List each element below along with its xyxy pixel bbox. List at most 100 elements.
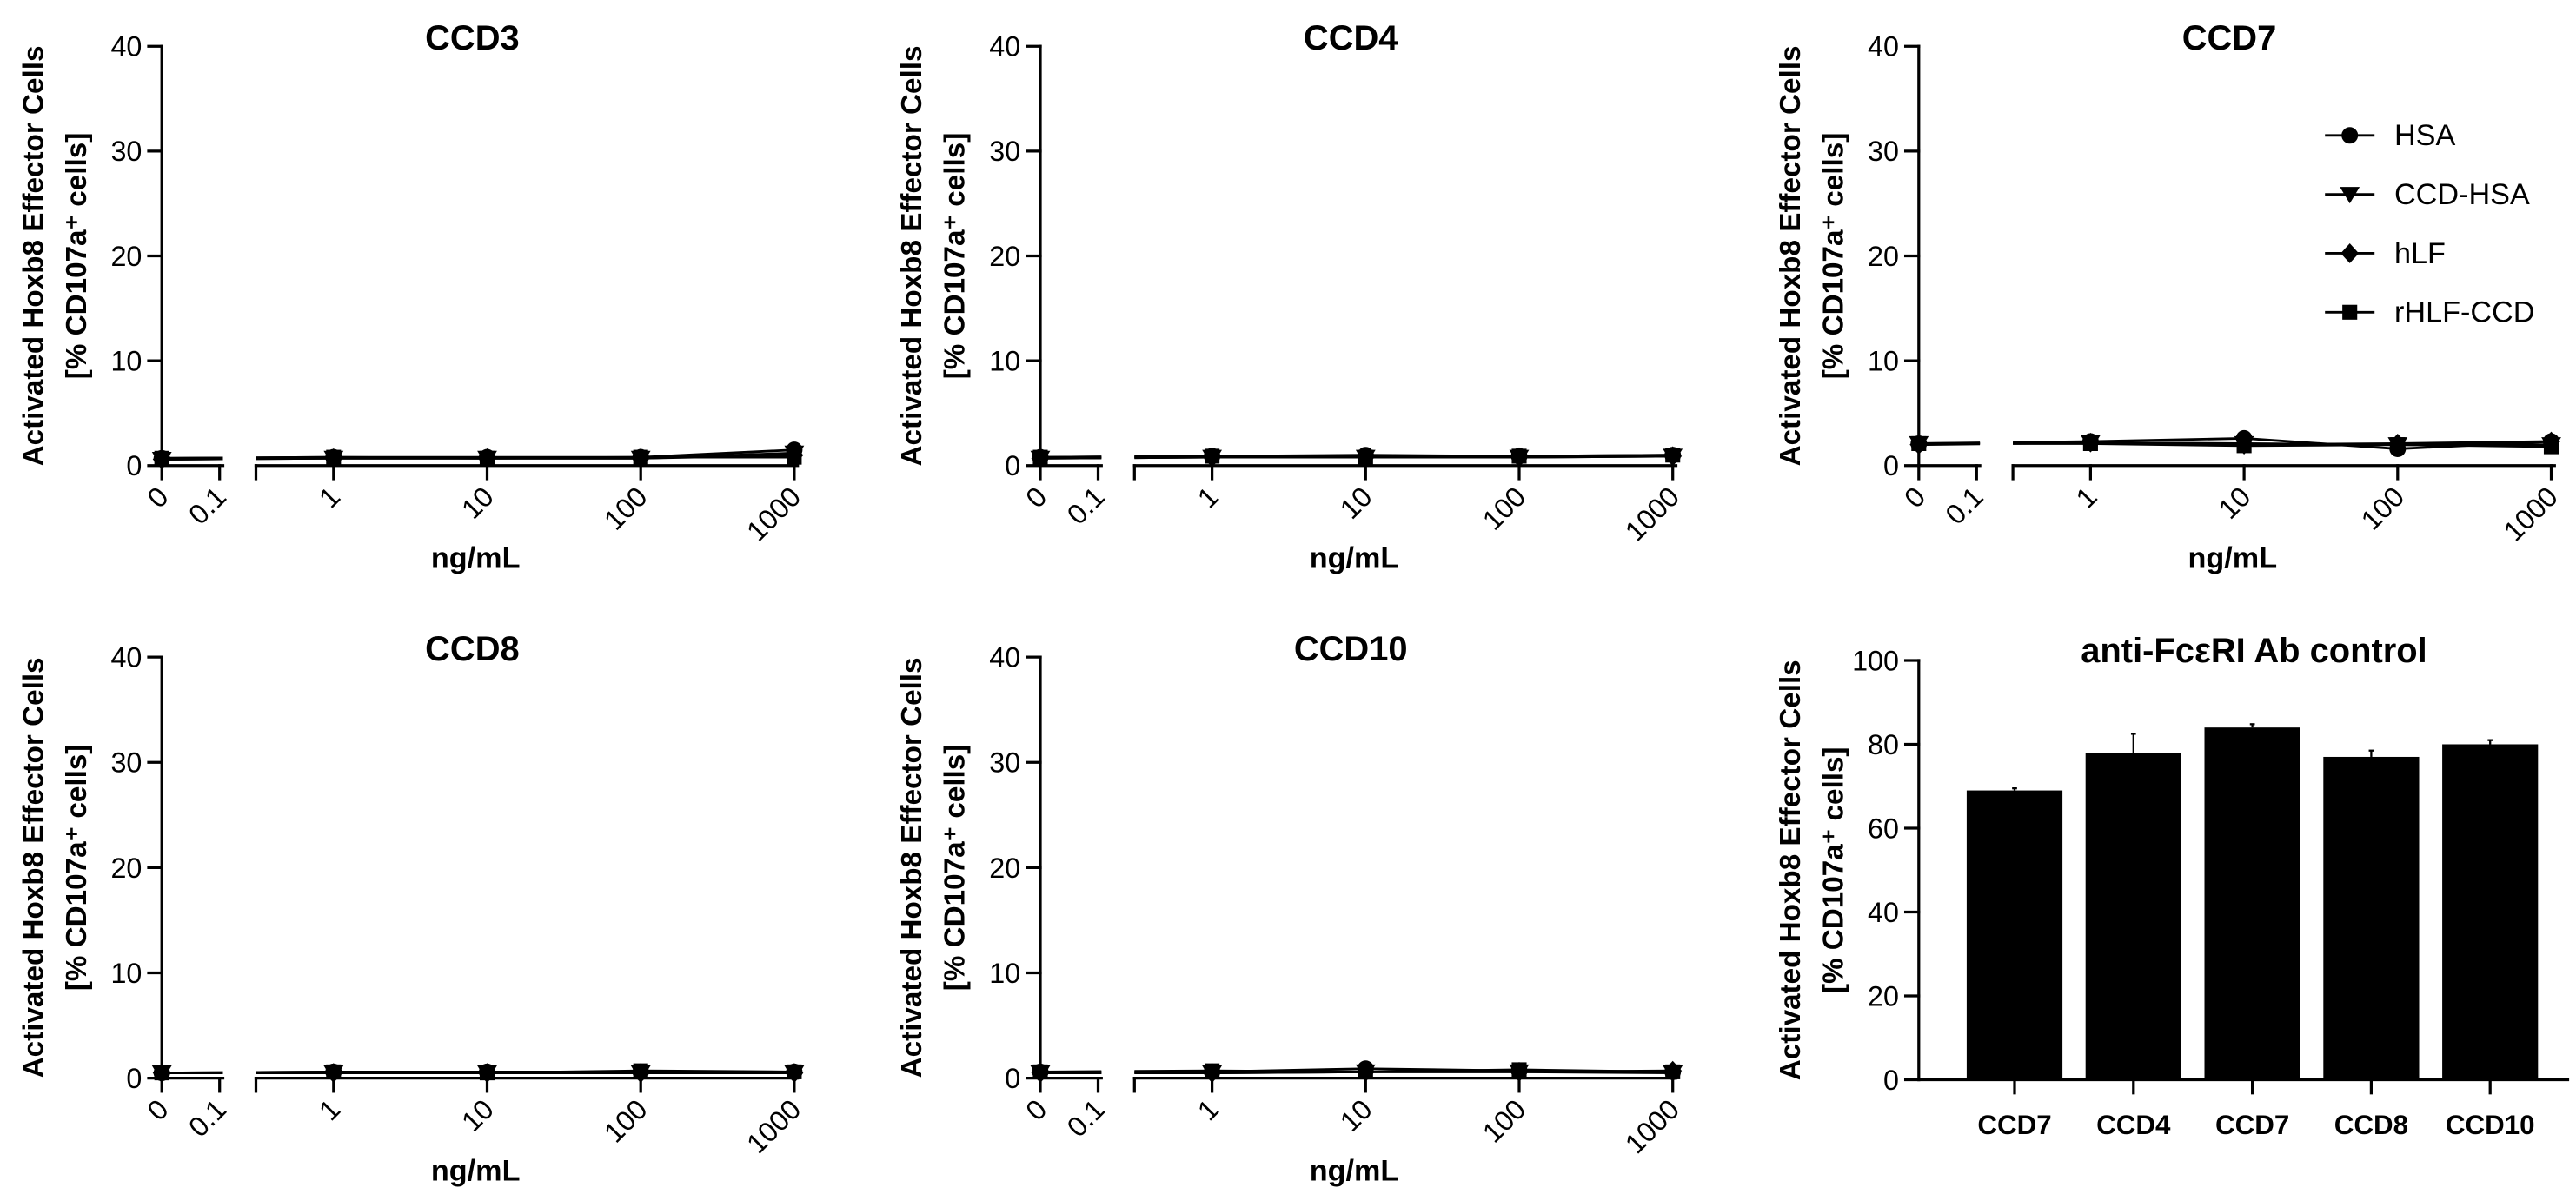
x-tick-label: 1000 — [1619, 1093, 1685, 1159]
y-tick-label: 0 — [126, 450, 142, 481]
y-tick-label: 20 — [989, 853, 1020, 884]
y-tick-label: 0 — [1005, 1063, 1020, 1094]
x-tick-label: 0.1 — [1061, 481, 1111, 530]
data-point-rhlf-ccd — [1032, 1064, 1048, 1079]
bar-ccd4 — [2085, 753, 2181, 1080]
chart-title: anti-FcεRI Ab control — [2081, 632, 2427, 670]
x-tick-label: 0 — [1898, 481, 1931, 514]
legend-label: hLF — [2394, 237, 2446, 270]
data-point-rhlf-ccd — [1911, 435, 1927, 451]
x-tick-label: CCD7 — [1977, 1110, 2051, 1140]
data-point-rhlf-ccd — [1665, 1064, 1681, 1079]
x-tick-label: 1 — [1192, 1093, 1225, 1126]
data-point-rhlf-ccd — [2390, 437, 2406, 453]
x-tick-label: 0.1 — [183, 1093, 232, 1143]
legend: HSA CCD-HSA hLF rHLF-CCD — [2325, 119, 2534, 329]
x-tick-label: 1000 — [740, 1093, 807, 1159]
y-tick-label: 0 — [1005, 450, 1020, 481]
bar-ccd8 — [2323, 756, 2420, 1080]
series-line-rhlf-ccd — [162, 455, 794, 460]
x-tick-label: 100 — [598, 1093, 654, 1149]
x-tick-label: 0.1 — [1061, 1093, 1111, 1143]
y-tick-label: 20 — [989, 241, 1020, 272]
x-axis-label: ng/mL — [2188, 542, 2278, 575]
data-point-rhlf-ccd — [1358, 449, 1373, 465]
data-point-rhlf-ccd — [326, 1064, 342, 1079]
x-axis-label: ng/mL — [1310, 542, 1399, 575]
y-axis-label-unit: [% CD107a⁺ cells] — [61, 133, 93, 380]
y-axis-label-unit: [% CD107a⁺ cells] — [939, 745, 972, 992]
y-axis-label: Activated Hoxb8 Effector Cells — [1775, 660, 1807, 1080]
legend-item-hlf: hLF — [2325, 237, 2446, 270]
x-tick-label: 10 — [2213, 481, 2257, 525]
x-tick-label: 1 — [1192, 481, 1225, 514]
x-tick-label: 1000 — [2498, 481, 2564, 547]
x-tick-label: 1 — [313, 1093, 346, 1126]
data-point-rhlf-ccd — [1358, 1064, 1373, 1079]
legend-marker-ccd-hsa — [2340, 187, 2360, 204]
x-tick-label: 10 — [1334, 1093, 1378, 1138]
x-tick-label: 1 — [313, 481, 346, 514]
legend-label: rHLF-CCD — [2394, 296, 2534, 329]
x-tick-label: CCD4 — [2096, 1110, 2171, 1140]
x-tick-label: 10 — [455, 481, 500, 525]
bar-ccd7 — [2204, 727, 2300, 1080]
y-tick-label: 20 — [110, 241, 142, 272]
y-axis-label-unit: [% CD107a⁺ cells] — [939, 133, 972, 380]
legend-item-rhlf-ccd: rHLF-CCD — [2325, 296, 2534, 329]
x-tick-label: 0 — [141, 481, 174, 514]
chart-title: CCD10 — [1294, 630, 1408, 668]
y-tick-label: 30 — [989, 747, 1020, 779]
x-tick-label: 100 — [2355, 481, 2411, 536]
y-tick-label: 40 — [110, 31, 142, 63]
data-point-rhlf-ccd — [479, 450, 495, 466]
y-tick-label: 0 — [126, 1063, 142, 1094]
bar-ccd7 — [1966, 790, 2063, 1080]
legend-marker-hlf — [2340, 243, 2360, 263]
bar-ccd10 — [2442, 744, 2539, 1080]
y-tick-label: 100 — [1852, 645, 1899, 676]
y-axis-label-unit: [% CD107a⁺ cells] — [1817, 133, 1849, 380]
y-axis-label: Activated Hoxb8 Effector Cells — [1775, 46, 1807, 467]
x-tick-label: CCD10 — [2446, 1110, 2535, 1140]
data-point-rhlf-ccd — [1511, 448, 1527, 464]
x-tick-label: 10 — [1334, 481, 1378, 525]
legend-item-ccd-hsa: CCD-HSA — [2325, 178, 2530, 211]
y-tick-label: 10 — [110, 346, 142, 377]
x-axis-label: ng/mL — [1310, 1154, 1399, 1187]
y-tick-label: 20 — [1868, 980, 1899, 1012]
data-point-rhlf-ccd — [787, 449, 802, 465]
y-tick-label: 30 — [110, 136, 142, 167]
y-tick-label: 30 — [110, 747, 142, 779]
data-point-rhlf-ccd — [1032, 449, 1048, 465]
y-tick-label: 80 — [1868, 729, 1899, 760]
x-tick-label: 1 — [2070, 481, 2103, 514]
x-tick-label: 1000 — [1619, 481, 1685, 547]
x-tick-label: 0 — [1019, 481, 1052, 514]
y-tick-label: 30 — [1868, 136, 1899, 167]
legend-label: HSA — [2394, 119, 2455, 152]
data-point-rhlf-ccd — [154, 1065, 169, 1081]
y-tick-label: 10 — [989, 958, 1020, 989]
y-tick-label: 40 — [1868, 31, 1899, 63]
y-tick-label: 40 — [1868, 897, 1899, 928]
data-point-rhlf-ccd — [633, 449, 648, 465]
y-tick-label: 20 — [110, 853, 142, 884]
y-axis-label-unit: [% CD107a⁺ cells] — [61, 745, 93, 992]
data-point-rhlf-ccd — [787, 1064, 802, 1079]
x-tick-label: 10 — [455, 1093, 500, 1138]
y-tick-label: 10 — [989, 346, 1020, 377]
x-tick-label: CCD7 — [2215, 1110, 2289, 1140]
panel-anti-fceri-ab-control: 0 20 40 60 80 100 Activated Hoxb8 Effector Cel… — [1775, 632, 2570, 1140]
y-tick-label: 40 — [110, 642, 142, 673]
x-tick-label: CCD8 — [2334, 1110, 2408, 1140]
x-tick-label: 0.1 — [1940, 481, 1989, 530]
chart-title: CCD4 — [1304, 19, 1398, 57]
chart-title: CCD7 — [2182, 19, 2277, 57]
y-axis-label: Activated Hoxb8 Effector Cells — [896, 657, 928, 1078]
chart-title: CCD3 — [425, 19, 520, 57]
data-point-rhlf-ccd — [2082, 435, 2098, 451]
